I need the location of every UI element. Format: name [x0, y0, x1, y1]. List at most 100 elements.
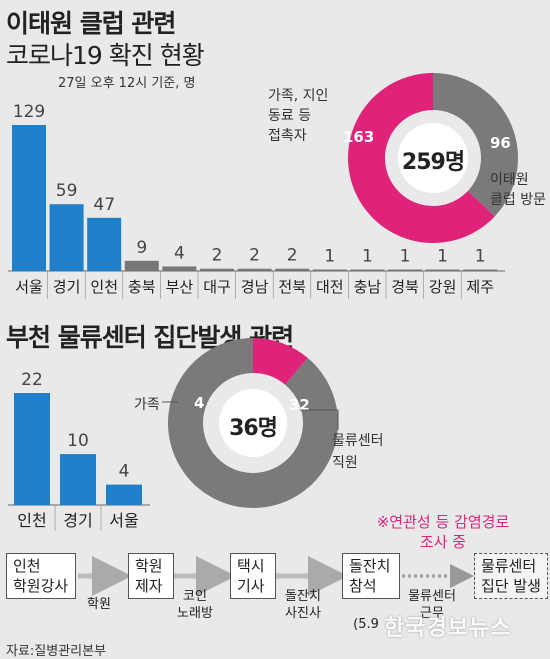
donut-slice-1	[253, 338, 308, 385]
bar-서울	[12, 125, 46, 271]
x-tick-label: 부산	[166, 278, 194, 296]
bar-제주	[463, 269, 498, 271]
donut2-slice-label-family: 4	[194, 394, 205, 412]
flow-box-party-attendee: 돌잔치 참석	[342, 553, 400, 599]
bar-value-label: 59	[56, 181, 78, 201]
flow-box-logistics-line1: 물류센터	[481, 557, 537, 575]
legend-club-line2: 클럽 방문	[490, 192, 546, 208]
bar-value-label: 2	[249, 246, 260, 266]
bar-충남	[350, 269, 385, 271]
bar-경북	[388, 269, 422, 271]
x-tick-label: 충북	[128, 278, 156, 296]
legend-club: 이태원 클럽 방문	[490, 170, 546, 210]
bar-value-label: 1	[437, 247, 448, 267]
legend-club-line1: 이태원	[490, 172, 529, 188]
flow-box-logistics-line2: 집단 발생	[481, 577, 541, 595]
donut-slice-1	[348, 73, 495, 243]
x-tick-label: 대전	[316, 278, 344, 296]
investigation-note: ※연관성 등 감염경로 조사 중	[368, 512, 518, 552]
bar-대구	[200, 268, 234, 271]
bar2-value-label: 22	[21, 370, 43, 390]
flow-box-taxi-line2: 기사	[237, 577, 265, 595]
x-tick-label: 강원	[429, 278, 457, 296]
bar-충북	[124, 260, 159, 271]
x2-tick-label: 경기	[63, 511, 92, 530]
bar-value-label: 1	[324, 247, 335, 267]
bar-value-label: 1	[400, 247, 411, 267]
x-tick-label: 인천	[90, 278, 118, 296]
leader-lines	[162, 401, 339, 430]
bar-경남	[237, 268, 272, 271]
flow-label-academy: 학원	[87, 597, 111, 612]
donut-slice-label-contact: 163	[343, 128, 375, 146]
x-tick-label: 서울	[15, 278, 43, 296]
x2-tick-label: 인천	[17, 511, 46, 530]
bar-value-label: 2	[212, 246, 223, 266]
flow-box-party-line1: 돌잔치	[349, 557, 391, 575]
donut-chart-259	[348, 73, 519, 243]
x-tick-label: 경북	[391, 278, 419, 296]
watermark: 한국경보뉴스	[384, 616, 512, 641]
bar2-경기	[60, 454, 96, 505]
flow-label-karaoke-line2: 노래방	[177, 606, 213, 621]
bar-value-label: 4	[174, 243, 185, 263]
bar-경기	[49, 204, 84, 271]
legend-family: 가족	[134, 397, 160, 413]
bar-전북	[275, 268, 310, 271]
donut-chart-36	[167, 338, 338, 509]
flow-label-photographer-line1: 돌잔치	[285, 589, 321, 604]
bar-value-label: 1	[362, 247, 373, 267]
region-bar-chart: 129 서울 59 경기 47 인천 9 충북 4 부산 2 대구 2 경남 2 전북 1 대전 1 충남 1 경북 1 강원…	[8, 102, 505, 299]
chart-subtitle: 코로나19 확진 현황	[6, 41, 205, 70]
x2-tick-label: 서울	[109, 511, 138, 530]
bar-value-label: 2	[287, 246, 298, 266]
investigation-note-line2: 조사 중	[419, 533, 467, 551]
bar-value-label: 1	[475, 247, 486, 267]
bar-value-label: 47	[93, 195, 115, 215]
x-tick-label: 제주	[466, 278, 494, 296]
flow-label-photographer-line2: 사진사	[285, 606, 321, 621]
flow-box-student-line2: 제자	[135, 577, 163, 595]
donut-slice-label-club: 96	[490, 134, 511, 152]
bar2-value-label: 10	[67, 431, 89, 451]
flow-box-incheon-line2: 학원강사	[13, 577, 69, 595]
donut-slice-0	[167, 338, 338, 509]
flow-label-date: (5.9	[353, 617, 379, 632]
bar-인천	[87, 217, 122, 271]
flow-box-incheon-tutor: 인천 학원강사	[6, 553, 76, 599]
x-tick-label: 충남	[354, 278, 382, 296]
flow-box-academy-student: 학원 제자	[128, 553, 174, 599]
legend-worker-line2: 직원	[332, 455, 358, 471]
x-tick-label: 전북	[278, 278, 306, 296]
bar-value-label: 129	[13, 102, 45, 122]
donut2-center	[219, 389, 287, 457]
legend-worker: 물류센터 직원	[332, 430, 384, 474]
flow-label-karaoke-line1: 코인	[183, 589, 207, 604]
flow-label-logistics-line2: 근무	[420, 606, 444, 621]
bar-value-label: 9	[136, 238, 147, 258]
bar-부산	[162, 266, 197, 271]
legend-worker-line1: 물류센터	[332, 433, 384, 449]
donut-center	[398, 123, 468, 193]
bar2-인천	[14, 393, 50, 505]
x-tick-label: 경기	[53, 278, 81, 296]
flow-box-taxi-driver: 택시 기사	[230, 553, 276, 599]
flow-label-karaoke: 코인 노래방	[172, 588, 218, 622]
chart-title: 이태원 클럽 관련	[6, 9, 176, 38]
bucheon-bar-chart: 22 인천 10 경기 4 서울	[8, 370, 150, 531]
legend-contact-line2: 동료 등	[268, 108, 312, 124]
x-tick-label: 대구	[203, 278, 231, 296]
donut-center-label: 259명	[401, 150, 465, 175]
x-tick-label: 경남	[241, 278, 269, 296]
bar-강원	[425, 269, 460, 271]
flow-box-logistics-cluster: 물류센터 집단 발생	[474, 553, 548, 599]
legend-contact-line3: 접촉자	[268, 128, 307, 144]
donut2-center-label: 36명	[229, 416, 278, 441]
bar2-서울	[106, 484, 142, 505]
flow-box-student-line1: 학원	[135, 557, 163, 575]
flow-label-logistics: 물류센터 근무	[404, 588, 460, 622]
donut-slice-0	[433, 73, 519, 217]
investigation-note-line1: ※연관성 등 감염경로	[376, 513, 510, 531]
flow-label-logistics-line1: 물류센터	[408, 589, 456, 604]
